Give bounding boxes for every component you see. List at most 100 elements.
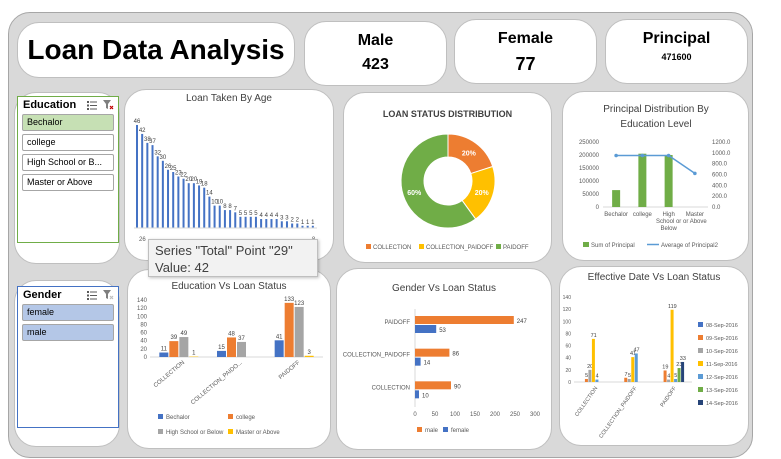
- principal-x-tick: Below: [660, 226, 677, 232]
- legend-label: Master or Above: [236, 430, 280, 436]
- principal-x-tick: High: [662, 212, 674, 218]
- eff-bar: [591, 338, 595, 382]
- chart-title: Effective Date Vs Loan Status: [587, 272, 721, 283]
- age-bar: [192, 183, 195, 228]
- legend-swatch: [698, 348, 703, 353]
- edu-y-tick: 0: [144, 355, 148, 361]
- chart-title: LOAN STATUS DISTRIBUTION: [382, 109, 513, 119]
- age-data-label: 38: [144, 137, 151, 143]
- eff-bar: [681, 361, 685, 382]
- gender-status-chart[interactable]: 0 50 100 150 200 250 300 PAIDOFF 247 53 COLLECTION…: [337, 269, 552, 450]
- principal-y2-tick: 1200.0: [712, 140, 731, 146]
- legend-label: 11-Sep-2016: [706, 362, 737, 368]
- eff-bar: [584, 378, 588, 382]
- kpi-male-card: Male 423: [304, 21, 447, 86]
- age-bar: [291, 223, 294, 228]
- slicer-item-master[interactable]: Master or Above: [22, 174, 114, 191]
- eff-data-label: 20: [587, 364, 593, 370]
- slicer-item-high-school[interactable]: High School or B...: [22, 154, 114, 171]
- eff-data-label: 47: [633, 347, 639, 353]
- edu-y-tick: 80: [140, 322, 147, 328]
- age-data-label: 37: [149, 139, 156, 145]
- gender-slicer[interactable]: Gender female male: [17, 286, 119, 428]
- edu-bar: [217, 350, 226, 357]
- eff-data-label: 5: [674, 373, 677, 379]
- chart-title: Principal Distribution By Education Leve…: [603, 104, 709, 130]
- age-data-label: 8: [228, 204, 232, 210]
- gender-bar: [415, 357, 421, 366]
- legend-swatch: [366, 244, 371, 249]
- principal-y2-tick: 0.0: [712, 205, 721, 211]
- gender-x-tick: 0: [413, 412, 417, 418]
- eff-data-label: 19: [662, 364, 668, 370]
- clear-filter-icon[interactable]: [103, 290, 114, 300]
- age-data-label: 4: [259, 213, 263, 219]
- principal-y2-tick: 200.0: [712, 194, 728, 200]
- eff-bar: [667, 379, 671, 382]
- title-card: Loan Data Analysis: [17, 22, 295, 78]
- age-bar: [213, 205, 216, 228]
- edu-data-label: 3: [307, 350, 311, 356]
- eff-bar: [674, 378, 678, 382]
- legend-label: 10-Sep-2016: [706, 349, 738, 355]
- slicer-item-bechalor[interactable]: Bechalor: [22, 114, 114, 131]
- age-bar: [151, 145, 154, 228]
- principal-x-tick: or Above: [683, 219, 707, 225]
- age-data-label: 4: [265, 213, 269, 219]
- edu-data-label: 49: [180, 331, 187, 337]
- age-data-label: 4: [270, 213, 274, 219]
- gender-data-label: 247: [517, 319, 528, 325]
- edu-y-tick: 140: [137, 298, 148, 304]
- principal-y-tick: 150000: [579, 166, 600, 172]
- education-slicer[interactable]: Education Bechalor college High School o…: [17, 96, 119, 243]
- age-data-label: 7: [234, 206, 238, 212]
- age-data-label: 1: [306, 220, 310, 226]
- clear-filter-icon[interactable]: [103, 100, 114, 110]
- eff-data-label: 71: [591, 333, 597, 339]
- age-bar: [161, 160, 164, 228]
- chart-card-gender: Gender Vs Loan Status 0 50 100 150 200 250 300…: [336, 268, 552, 450]
- slicer-item-male[interactable]: male: [22, 324, 114, 341]
- gender-x-tick: 100: [450, 412, 461, 418]
- legend-swatch: [698, 374, 703, 379]
- status-donut-chart[interactable]: 20% 20% 60% COLLECTION COLLECTION_PAIDOFF PAI…: [344, 93, 552, 263]
- multi-select-icon[interactable]: [87, 290, 98, 300]
- eff-y-tick: 0: [568, 380, 571, 386]
- multi-select-icon[interactable]: [87, 100, 98, 110]
- gender-bar: [415, 390, 419, 399]
- edu-bar: [159, 352, 169, 357]
- legend-swatch: [698, 400, 703, 405]
- principal-x-tick: Bechalor: [604, 212, 628, 218]
- gender-bar: [415, 348, 450, 357]
- slicer-item-female[interactable]: female: [22, 304, 114, 321]
- age-bar: [172, 172, 175, 228]
- legend-swatch: [496, 244, 501, 249]
- kpi-female-value: 77: [515, 54, 536, 74]
- principal-chart[interactable]: 0 50000 100000 150000 200000 250000 0.0 200.0 40…: [563, 92, 749, 261]
- donut-data-label: 20%: [475, 190, 490, 197]
- age-data-label: 10: [211, 200, 218, 206]
- age-data-label: 26: [165, 164, 172, 170]
- edu-bar: [284, 302, 294, 357]
- slicer-item-college[interactable]: college: [22, 134, 114, 151]
- legend-label: Sum of Principal: [591, 243, 635, 249]
- eff-y-tick: 80: [565, 331, 571, 337]
- age-x-tick: 26: [139, 237, 146, 243]
- age-bar: [177, 176, 180, 228]
- age-bar: [146, 142, 149, 228]
- principal-x-tick: college: [633, 212, 653, 218]
- education-status-chart[interactable]: 0204060801001201401139491COLLECTION15483…: [128, 270, 331, 449]
- edu-y-tick: 40: [140, 339, 147, 345]
- age-bar: [275, 219, 278, 228]
- legend-label: college: [236, 415, 256, 421]
- edu-data-label: 15: [218, 345, 225, 351]
- edu-bar: [179, 337, 189, 357]
- eff-bar: [670, 309, 674, 382]
- principal-y2-tick: 400.0: [712, 183, 728, 189]
- chart-card-age: Loan Taken By Age 46 42 38 37 32 30 26 25 23 22 20…: [124, 89, 334, 261]
- edu-x-tick: COLLECTION: [153, 360, 186, 389]
- legend-label: Average of Principal2: [661, 243, 719, 249]
- age-data-label: 3: [280, 215, 284, 221]
